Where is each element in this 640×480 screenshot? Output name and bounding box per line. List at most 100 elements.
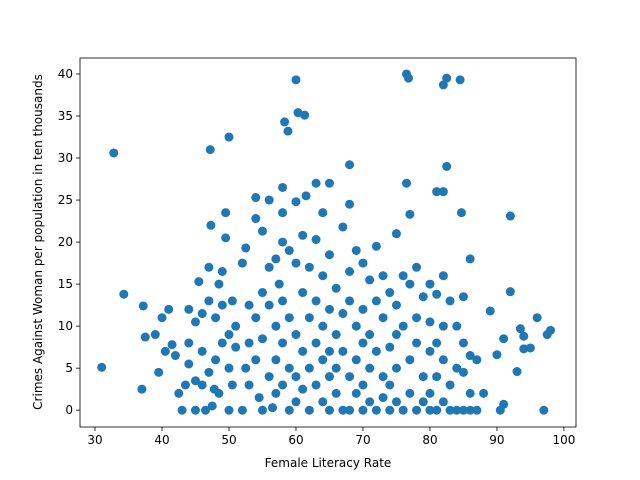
scatter-point bbox=[274, 279, 284, 289]
scatter-point bbox=[465, 388, 475, 398]
scatter-point bbox=[254, 393, 264, 403]
scatter-point bbox=[271, 388, 281, 398]
scatter-point bbox=[291, 330, 301, 340]
scatter-point bbox=[378, 313, 388, 323]
scatter-point bbox=[539, 405, 549, 415]
scatter-point bbox=[385, 342, 395, 352]
scatter-point bbox=[251, 355, 261, 365]
scatter-point bbox=[160, 346, 170, 356]
scatter-point bbox=[257, 405, 267, 415]
scatter-point bbox=[365, 330, 375, 340]
scatter-point bbox=[331, 330, 341, 340]
scatter-point bbox=[224, 330, 234, 340]
scatter-point bbox=[515, 324, 525, 334]
scatter-point bbox=[140, 332, 150, 342]
scatter-point bbox=[458, 338, 468, 348]
scatter-point bbox=[458, 405, 468, 415]
scatter-point bbox=[197, 309, 207, 319]
scatter-point bbox=[257, 288, 267, 298]
scatter-point bbox=[298, 384, 308, 394]
scatter-point bbox=[499, 334, 509, 344]
scatter-point bbox=[385, 405, 395, 415]
scatter-point bbox=[214, 388, 224, 398]
scatter-point bbox=[201, 405, 211, 415]
scatter-point bbox=[371, 405, 381, 415]
scatter-point bbox=[505, 287, 515, 297]
scatter-point bbox=[532, 313, 542, 323]
scatter-point bbox=[324, 372, 334, 382]
scatter-point bbox=[412, 262, 422, 272]
scatter-point bbox=[291, 372, 301, 382]
scatter-point bbox=[465, 254, 475, 264]
scatter-point bbox=[465, 351, 475, 361]
scatter-point bbox=[311, 296, 321, 306]
scatter-point bbox=[405, 355, 415, 365]
scatter-point bbox=[318, 208, 328, 218]
y-tick-label: 40 bbox=[58, 67, 73, 81]
scatter-point bbox=[204, 296, 214, 306]
scatter-point bbox=[301, 191, 311, 201]
scatter-point bbox=[458, 367, 468, 377]
scatter-point bbox=[227, 380, 237, 390]
scatter-point bbox=[331, 363, 341, 373]
scatter-point bbox=[211, 313, 221, 323]
scatter-point bbox=[224, 132, 234, 142]
scatter-point bbox=[284, 405, 294, 415]
scatter-point bbox=[371, 296, 381, 306]
scatter-point bbox=[345, 199, 355, 209]
scatter-point bbox=[402, 178, 412, 188]
scatter-point bbox=[224, 363, 234, 373]
scatter-point bbox=[184, 304, 194, 314]
scatter-point bbox=[291, 258, 301, 268]
scatter-point bbox=[284, 313, 294, 323]
scatter-point bbox=[264, 372, 274, 382]
scatter-point bbox=[458, 292, 468, 302]
scatter-point bbox=[227, 296, 237, 306]
scatter-point bbox=[318, 397, 328, 407]
scatter-point bbox=[271, 355, 281, 365]
scatter-point bbox=[358, 258, 368, 268]
scatter-point bbox=[512, 367, 522, 377]
plot-frame bbox=[79, 57, 577, 428]
scatter-point bbox=[351, 388, 361, 398]
scatter-point bbox=[452, 405, 462, 415]
scatter-point bbox=[304, 262, 314, 272]
scatter-point bbox=[170, 351, 180, 361]
scatter-point bbox=[237, 258, 247, 268]
scatter-point bbox=[385, 380, 395, 390]
scatter-point bbox=[546, 325, 556, 335]
scatter-point bbox=[304, 363, 314, 373]
scatter-point bbox=[264, 262, 274, 272]
scatter-point bbox=[298, 288, 308, 298]
scatter-point bbox=[324, 250, 334, 260]
scatter-point bbox=[432, 187, 442, 197]
scatter-point bbox=[164, 304, 174, 314]
scatter-point bbox=[365, 397, 375, 407]
scatter-point bbox=[244, 338, 254, 348]
scatter-point bbox=[351, 355, 361, 365]
scatter-point bbox=[385, 288, 395, 298]
scatter-point bbox=[452, 321, 462, 331]
scatter-point bbox=[177, 405, 187, 415]
scatter-point bbox=[438, 397, 448, 407]
scatter-point bbox=[525, 343, 535, 353]
scatter-point bbox=[244, 380, 254, 390]
scatter-point bbox=[442, 73, 452, 83]
scatter-point bbox=[271, 321, 281, 331]
scatter-point bbox=[280, 117, 290, 127]
scatter-point bbox=[204, 262, 214, 272]
scatter-point bbox=[432, 289, 442, 299]
scatter-point bbox=[284, 245, 294, 255]
scatter-point bbox=[404, 73, 414, 83]
scatter-point bbox=[119, 289, 129, 299]
scatter-point bbox=[405, 209, 415, 219]
scatter-point bbox=[418, 397, 428, 407]
scatter-point bbox=[311, 235, 321, 245]
scatter-point bbox=[345, 160, 355, 170]
scatter-point bbox=[398, 271, 408, 281]
scatter-point bbox=[211, 355, 221, 365]
scatter-point bbox=[138, 301, 148, 311]
scatter-point bbox=[278, 380, 288, 390]
scatter-point bbox=[300, 110, 310, 120]
scatter-point bbox=[418, 372, 428, 382]
